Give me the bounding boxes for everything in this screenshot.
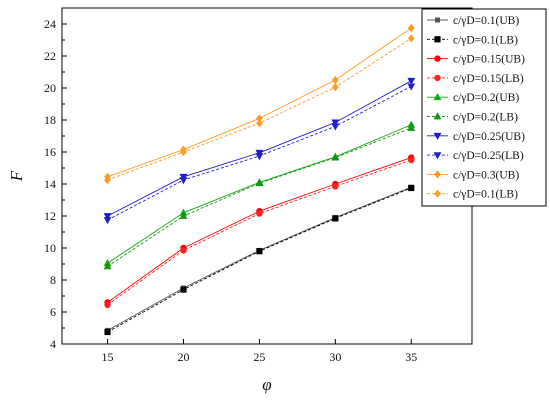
y-tick-label: 4 — [50, 337, 56, 351]
legend-label: c/γD=0.15(LB) — [453, 73, 524, 85]
legend-item: c/γD=0.25(LB) — [427, 150, 524, 162]
y-axis-title: F — [7, 170, 26, 182]
legend-marker — [433, 92, 442, 101]
data-point — [407, 83, 416, 91]
legend-item: c/γD=0.15(LB) — [427, 73, 524, 85]
legend-marker — [434, 170, 441, 179]
x-tick-label: 30 — [329, 350, 341, 364]
legend-label: c/γD=0.1(LB) — [453, 189, 518, 201]
data-point — [331, 119, 340, 127]
legend-marker — [433, 152, 442, 160]
legend-item: c/γD=0.15(UB) — [427, 54, 525, 66]
series-9 — [104, 34, 415, 185]
y-tick-label: 18 — [44, 113, 56, 127]
data-point — [103, 217, 112, 225]
data-point — [331, 153, 340, 161]
legend-item: c/γD=0.25(UB) — [427, 131, 525, 143]
legend-marker — [433, 112, 442, 120]
legend-label: c/γD=0.2(UB) — [453, 92, 519, 104]
data-point — [408, 184, 415, 192]
data-point — [407, 77, 416, 86]
legend-label: c/γD=0.25(UB) — [453, 131, 525, 143]
data-point — [103, 213, 112, 221]
y-tick-label: 10 — [44, 241, 56, 255]
data-point — [407, 123, 416, 131]
legend-item: c/γD=0.1(UB) — [427, 15, 519, 27]
data-point — [407, 23, 415, 33]
data-point — [255, 153, 264, 161]
legend-marker — [434, 74, 441, 82]
legend-item: c/γD=0.3(UB) — [427, 169, 519, 181]
y-tick-label: 8 — [50, 273, 56, 287]
y-tick-label: 16 — [44, 145, 56, 159]
legend-label: c/γD=0.2(LB) — [453, 112, 518, 124]
data-point — [180, 286, 187, 293]
series-layer — [103, 23, 416, 336]
legend-marker — [434, 17, 440, 23]
data-point — [332, 215, 339, 222]
data-point — [256, 210, 263, 217]
y-tick-label: 14 — [44, 177, 56, 191]
data-point — [104, 301, 111, 308]
data-point — [256, 248, 263, 255]
series-7 — [103, 83, 416, 225]
x-tick-label: 35 — [405, 350, 417, 364]
legend-label: c/γD=0.3(UB) — [453, 169, 519, 181]
series-3 — [104, 156, 415, 308]
legend-item: c/γD=0.1(LB) — [427, 34, 518, 46]
legend-label: c/γD=0.1(UB) — [453, 15, 519, 27]
data-point — [179, 177, 188, 185]
data-point — [179, 211, 188, 219]
legend-label: c/γD=0.25(LB) — [453, 150, 524, 162]
x-tick-label: 20 — [177, 350, 189, 364]
legend: c/γD=0.1(UB) c/γD=0.1(LB) c/γD=0.15(UB) c/γ… — [421, 8, 547, 207]
legend-label: c/γD=0.1(LB) — [453, 34, 518, 46]
data-point — [103, 262, 112, 270]
x-axis-title: φ — [262, 375, 271, 394]
series-5 — [103, 123, 416, 270]
legend-item: c/γD=0.1(LB) — [427, 189, 518, 201]
y-tick-label: 12 — [44, 209, 56, 223]
series-line — [107, 127, 412, 267]
data-point — [408, 156, 415, 164]
x-tick-label: 25 — [253, 350, 265, 364]
series-6 — [103, 77, 416, 221]
series-1 — [104, 184, 415, 336]
legend-item: c/γD=0.2(LB) — [427, 112, 518, 124]
data-point — [331, 83, 339, 92]
data-point — [255, 178, 264, 187]
data-point — [180, 247, 187, 254]
legend-box — [421, 8, 547, 207]
x-tick-label: 15 — [102, 350, 114, 364]
data-point — [104, 328, 111, 336]
legend-marker — [433, 132, 442, 141]
data-point — [256, 119, 263, 128]
ticks-layer: 15 20 25 30 35 4 6 8 10 12 14 16 18 20 22 24 — [44, 17, 417, 364]
legend-marker — [434, 189, 441, 198]
y-tick-label: 6 — [50, 305, 56, 319]
legend-marker — [434, 55, 441, 62]
data-point — [331, 123, 340, 131]
data-point — [104, 175, 111, 185]
legend-item: c/γD=0.2(UB) — [427, 92, 519, 104]
y-tick-label: 20 — [44, 81, 56, 95]
data-point — [407, 34, 415, 43]
data-point — [332, 183, 339, 190]
y-tick-label: 22 — [44, 49, 56, 63]
legend-label: c/γD=0.15(UB) — [453, 54, 525, 66]
y-tick-label: 24 — [44, 17, 56, 31]
legend-marker — [434, 36, 441, 43]
data-point — [180, 147, 187, 157]
